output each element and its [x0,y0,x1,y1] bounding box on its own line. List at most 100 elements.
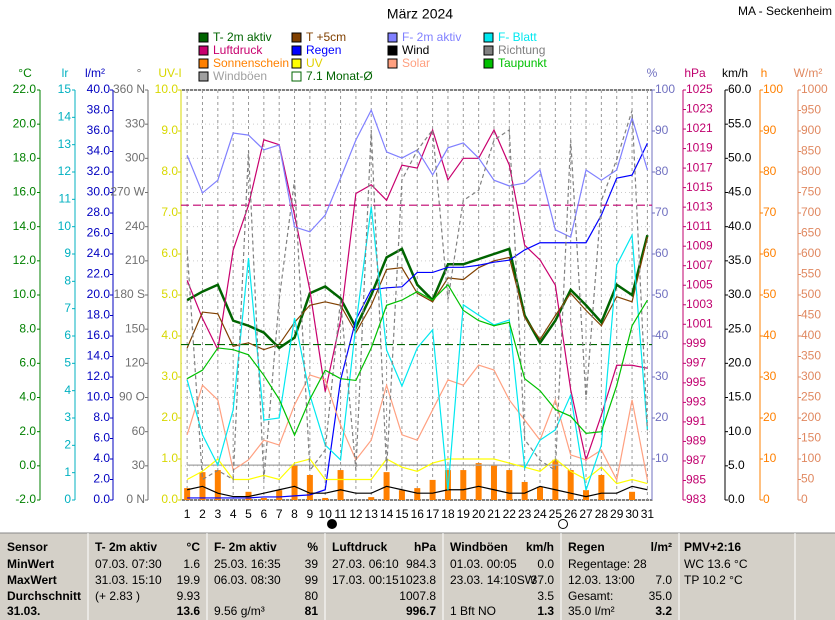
y-tick-label: 20 [655,410,669,424]
y-tick-label: 300 [801,369,821,383]
y-tick-label: 0 [801,492,808,506]
y-tick-label: 3 [64,410,71,424]
x-tick-label: 15 [395,507,409,521]
moon-full [327,519,337,529]
y-tick-label: 1001 [686,316,713,330]
table-cell: 01.03. 00:05 [450,557,517,571]
y-tick-label: 5 [64,356,71,370]
y-tick-label: 16.0 [87,328,111,342]
y-tick-label: 8.0 [19,321,36,335]
station-name: MA - Seckenheim [738,4,832,18]
y-tick-label: 11 [59,192,72,206]
bar [598,474,605,500]
legend-label: Richtung [498,43,545,57]
bar [521,481,528,500]
x-tick-label: 31 [641,507,655,521]
y-tick-label: 600 [801,246,821,260]
y-tick-label: 70 [763,205,777,219]
table-cell: 27.03. 06:10 [332,557,399,571]
y-tick-label: 60 [655,246,669,260]
legend-swatch [387,58,398,69]
y-tick-label: 6 [64,328,71,342]
y-tick-label: 0.0 [19,458,36,472]
y-tick-label: 10 [655,451,669,465]
y-tick-label: 4.0 [161,328,178,342]
bar [629,491,636,500]
y-tick-label: 8 [64,274,71,288]
y-tick-label: 18.0 [87,308,111,322]
bar [260,497,267,500]
table-cell: 23.03. 14:10SW [450,573,537,587]
series-line [187,485,648,498]
y-tick-label: 999 [686,336,706,350]
y-tick-label: 5.0 [728,458,745,472]
x-tick-label: 19 [457,507,471,521]
x-tick-label: 16 [411,507,425,521]
y-tick-label: 900 [801,123,821,137]
x-tick-label: 13 [365,507,379,521]
bar [184,488,191,500]
y-tick-label: 180 S [114,287,145,301]
y-tick-label: 995 [686,375,706,389]
table-cell: MinWert [7,557,54,571]
y-tick-label: 30 [763,369,777,383]
y-tick-label: 10.0 [13,287,37,301]
x-tick-label: 18 [441,507,455,521]
x-tick-label: 1 [184,507,191,521]
y-tick-label: 80 [655,164,669,178]
y-tick-label: 50 [655,287,669,301]
legend-swatch [291,71,302,82]
y-tick-label: 200 [801,410,821,424]
table-cell: 37.0 [531,573,555,587]
y-tick-label: 55.0 [728,116,752,130]
y-tick-label: 997 [686,356,706,370]
table-cell: 35.0 l/m² [568,604,615,618]
y-tick-label: 1017 [686,160,713,174]
bar [537,486,544,500]
y-tick-label: 1021 [686,121,713,135]
table-cell: 25.03. 16:35 [214,557,281,571]
y-tick-label: 5.0 [161,287,178,301]
y-tick-label: 35.0 [728,253,752,267]
x-tick-label: 12 [349,507,363,521]
table-cell: 0.0 [537,557,554,571]
table-cell: 12.03. 13:00 [568,573,635,587]
bar [475,463,482,500]
x-tick-label: 6 [261,507,268,521]
y-tick-label: 20.0 [13,116,37,130]
y-tick-label: 40.0 [87,82,111,96]
legend-swatch [483,32,494,43]
legend-swatch [483,45,494,56]
y-tick-label: 6.0 [93,431,110,445]
y-tick-label: 4 [64,383,71,397]
series-line [186,458,648,485]
y-tick-label: 6.0 [19,356,36,370]
chart-title: März 2024 [387,6,453,22]
x-tick-label: 14 [380,507,394,521]
bar [214,470,221,500]
y-tick-label: 60 [132,424,146,438]
table-cell: 31.03. [7,604,40,618]
table-cell: 7.0 [655,573,672,587]
table-cell: (+ 2.83 ) [95,589,140,603]
y-tick-label: 991 [686,414,706,428]
y-tick-label: 28.0 [87,205,111,219]
table-cell: Luftdruck [332,540,388,554]
y-tick-label: 1 [64,465,71,479]
legend-swatch [198,32,209,43]
y-tick-label: 1011 [686,219,712,233]
y-tick-label: 0.0 [161,492,178,506]
x-tick-label: 3 [214,507,221,521]
y-tick-label: 989 [686,434,706,448]
legend-label: Solar [402,56,430,70]
y-tick-label: 32.0 [87,164,111,178]
x-tick-label: 24 [533,507,547,521]
bar [276,490,283,500]
y-tick-label: 2.0 [93,472,110,486]
x-tick-label: 17 [426,507,440,521]
table-cell: 81 [305,604,319,618]
y-tick-label: 500 [801,287,821,301]
y-tick-label: 400 [801,328,821,342]
y-tick-label: 13 [58,137,72,151]
